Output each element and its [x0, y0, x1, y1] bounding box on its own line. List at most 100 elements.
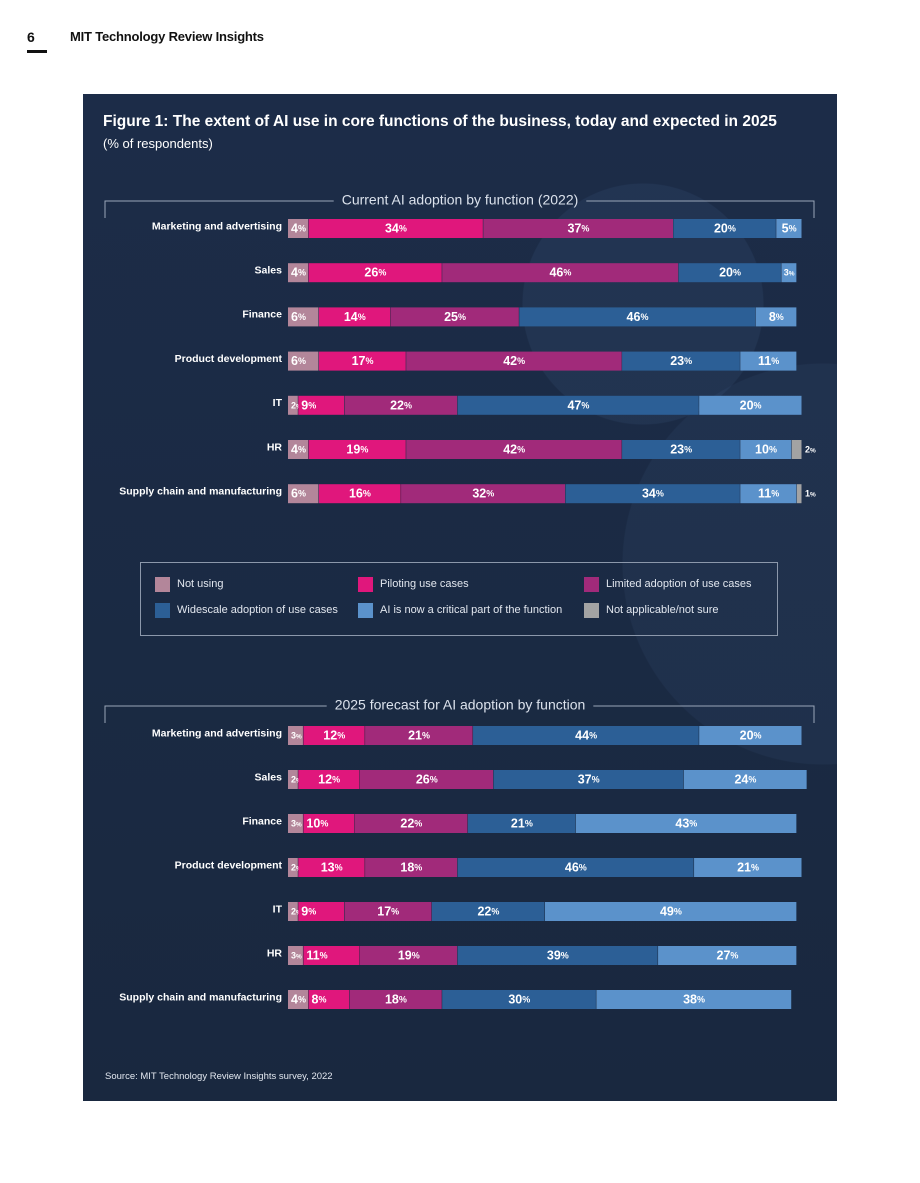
data-label: 4% — [291, 266, 306, 280]
bar-segment — [431, 902, 545, 921]
data-label: 17% — [352, 354, 374, 368]
data-label: 21% — [408, 729, 430, 743]
category-label: HR — [267, 441, 283, 453]
bar-segment — [467, 814, 576, 833]
bar-segment — [288, 946, 303, 965]
data-label: 11% — [306, 949, 327, 963]
data-label: 21% — [511, 817, 533, 831]
category-label: Finance — [242, 815, 282, 827]
data-label: 4% — [291, 993, 306, 1007]
data-label: 39% — [547, 949, 569, 963]
bar-segment — [298, 902, 345, 921]
data-label: 32% — [472, 487, 494, 501]
data-label: 19% — [346, 443, 368, 457]
data-label: 8% — [769, 310, 784, 324]
legend-swatch — [584, 602, 599, 618]
data-label: 42% — [503, 354, 525, 368]
legend-swatch — [358, 576, 373, 592]
data-label: 20% — [714, 222, 736, 236]
section-bracket-right — [586, 200, 815, 218]
bar-segment — [740, 351, 797, 371]
section-bracket-left — [104, 200, 334, 218]
data-label: 1% — [805, 489, 816, 499]
bar-segment — [365, 726, 473, 745]
data-label: 20% — [740, 399, 762, 413]
bar-segment — [303, 946, 360, 965]
bar-segment — [288, 263, 309, 283]
legend-swatch — [155, 602, 170, 618]
bar-segment — [678, 263, 781, 283]
section-title: 2025 forecast for AI adoption by functio… — [335, 697, 586, 713]
legend-label: Not using — [177, 578, 224, 590]
category-label: Product development — [175, 859, 283, 871]
data-label: 6% — [291, 354, 306, 368]
bar-segment — [673, 219, 776, 238]
bar-segment — [699, 395, 802, 415]
bar-segment — [483, 219, 673, 238]
bar-segment — [401, 484, 566, 504]
data-label: 13% — [321, 861, 343, 875]
data-label: 38% — [683, 993, 705, 1007]
data-label: 27% — [717, 949, 739, 963]
bar-segment — [288, 726, 303, 745]
legend-swatch — [155, 576, 170, 592]
data-label: 46% — [549, 266, 571, 280]
category-label: IT — [273, 903, 283, 915]
bar-segment — [457, 858, 694, 877]
legend-item-widescale: Widescale adoption of use cases — [155, 602, 338, 618]
bar-segment — [740, 440, 792, 459]
bar-segment — [344, 902, 432, 921]
category-label: Product development — [175, 353, 283, 365]
data-label: 9% — [301, 905, 316, 919]
legend-swatch — [584, 576, 599, 592]
bar-segment — [740, 484, 797, 504]
bar-segment — [565, 484, 740, 504]
legend-item-not-applicable: Not applicable/not sure — [584, 602, 719, 618]
data-label: 6% — [291, 310, 306, 324]
bar-segment — [365, 858, 458, 877]
bar-segment — [344, 395, 458, 415]
bar-segment — [298, 770, 360, 789]
bar-segment — [359, 946, 458, 965]
bar-segment — [694, 858, 802, 877]
bar-segment — [699, 726, 802, 745]
bar-segment — [354, 814, 468, 833]
data-label: 22% — [400, 817, 422, 831]
bar-segment — [288, 484, 319, 504]
data-label: 22% — [477, 905, 499, 919]
data-label: 43% — [675, 817, 697, 831]
bar-segment — [622, 351, 740, 371]
figure-subtitle: (% of respondents) — [103, 136, 213, 151]
bar-segment — [596, 990, 792, 1009]
data-label: 3% — [784, 268, 795, 278]
section-bracket-right — [593, 705, 815, 723]
data-label: 6% — [291, 487, 306, 501]
data-label: 5% — [782, 222, 797, 236]
source-note: Source: MIT Technology Review Insights s… — [105, 1071, 333, 1082]
bar-segment — [442, 263, 679, 283]
category-label: Marketing and advertising — [152, 220, 282, 232]
data-label: 3% — [291, 951, 302, 961]
bar-segment — [457, 946, 658, 965]
data-label: 10% — [306, 817, 328, 831]
bar-segment — [406, 351, 622, 371]
legend-swatch — [358, 602, 373, 618]
bar-segment — [796, 484, 802, 504]
legend: Not using Piloting use cases Limited ado… — [140, 562, 778, 636]
legend-label: Limited adoption of use cases — [606, 578, 752, 590]
page-number: 6 — [27, 29, 35, 45]
charts-svg: Current AI adoption by function (2022) Ma… — [104, 192, 816, 1009]
bar-segment — [288, 990, 309, 1009]
data-label: 34% — [642, 487, 664, 501]
data-label: 26% — [416, 773, 438, 787]
data-label: 20% — [719, 266, 741, 280]
bar-segment — [442, 990, 596, 1009]
category-label: Sales — [255, 264, 283, 276]
data-label: 23% — [670, 354, 692, 368]
bar-segment — [288, 858, 298, 877]
data-label: 11% — [758, 354, 779, 368]
bar-segment — [308, 990, 350, 1009]
bar-segment — [288, 351, 319, 371]
data-label: 3% — [291, 731, 302, 741]
data-label: 8% — [312, 993, 327, 1007]
